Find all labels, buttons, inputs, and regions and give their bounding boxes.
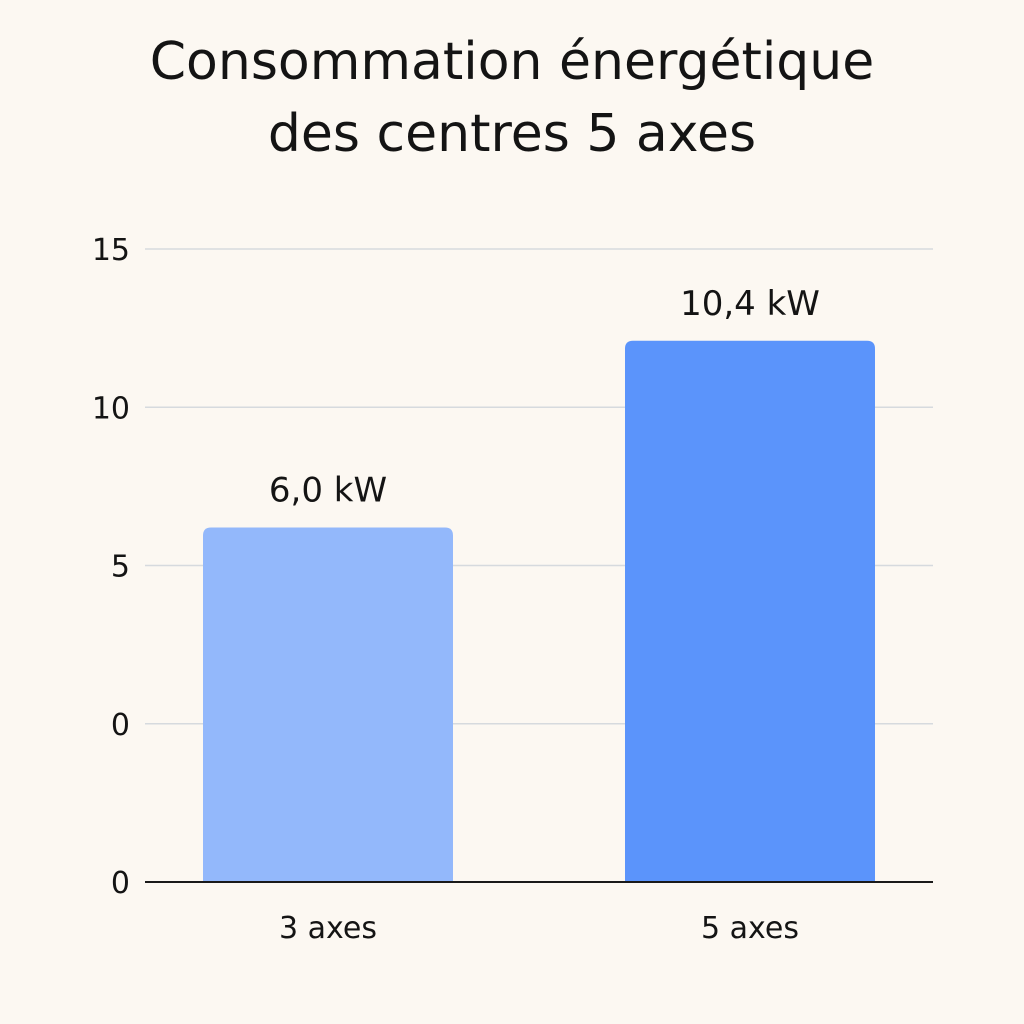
x-category-label-1: 5 axes xyxy=(701,911,799,946)
chart-title-line-1: Consommation énergétique xyxy=(149,32,875,92)
data-label-1: 10,4 kW xyxy=(680,284,820,324)
chart-title-line-2: des centres 5 axes xyxy=(267,104,757,164)
y-tick-label-4: 0 xyxy=(111,866,130,901)
y-axis-ticks: 15 10 5 0 0 xyxy=(92,233,130,901)
bar-3-axes xyxy=(203,527,453,882)
x-axis-categories: 3 axes 5 axes xyxy=(279,911,799,946)
bars xyxy=(203,340,875,882)
y-tick-label-0: 15 xyxy=(92,233,130,268)
data-label-0: 6,0 kW xyxy=(269,471,387,511)
y-tick-label-1: 10 xyxy=(92,391,130,426)
data-labels: 6,0 kW 10,4 kW xyxy=(269,284,820,511)
chart-title: Consommation énergétique des centres 5 a… xyxy=(0,26,1024,170)
x-category-label-0: 3 axes xyxy=(279,911,377,946)
bar-5-axes xyxy=(625,340,875,882)
y-tick-label-2: 5 xyxy=(111,550,130,585)
y-tick-label-3: 0 xyxy=(111,708,130,743)
